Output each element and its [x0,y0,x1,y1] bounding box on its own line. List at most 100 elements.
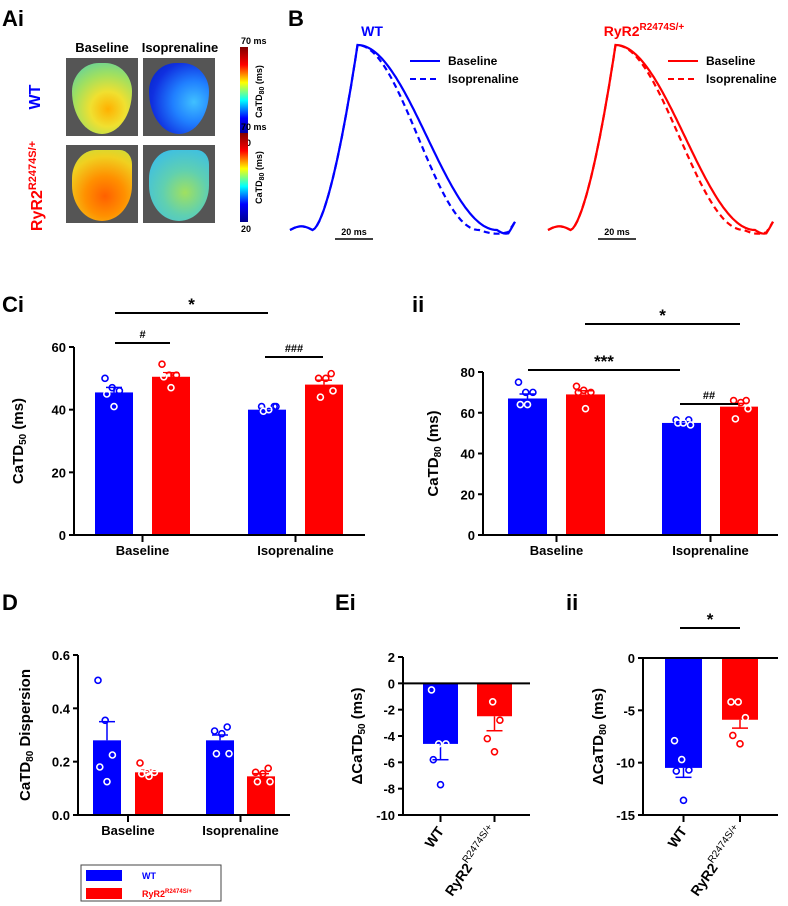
x-tick-label-Eii: WT [664,823,690,850]
data-point-D [251,768,260,777]
colorbar-max-label: 70 ms [241,36,267,46]
y-tick-label-Eii: -10 [616,756,635,771]
data-point-Eii [685,766,693,774]
data-point-Cii [521,388,530,397]
x-tick-label-D: Isoprenaline [202,823,279,838]
data-point-Eii [679,796,688,805]
significance-label-Cii: *** [594,352,614,371]
col-header-baseline: Baseline [75,40,128,55]
y-axis-label-Ci: CaTD50 (ms) [10,398,29,484]
trace-legend-isoprenaline: Isoprenaline [448,72,519,86]
data-point-Eii [734,698,743,706]
y-tick-label-Ei: -4 [383,729,395,744]
data-point-D [225,749,233,758]
panel-label-ci: Ci [2,292,24,317]
data-point-Cii [587,388,595,397]
data-point-Ci [160,372,168,381]
trace-legend-baseline: Baseline [706,54,756,68]
y-axis-label-D: CaTD80 Dispersion [17,669,36,801]
x-tick-label-Ci: Baseline [116,543,169,558]
y-tick-label-Ei: -2 [383,703,395,718]
bar-Eii-wt-0 [665,658,702,768]
y-tick-label-Ci: 20 [52,465,66,480]
y-tick-label-Cii: 80 [461,365,475,380]
colorbar-min-label: 20 [241,224,251,234]
panel-label-eii: ii [566,590,578,615]
x-tick-label-Cii: Baseline [530,543,583,558]
data-point-Ci [259,407,268,416]
data-point-Ci [110,402,118,411]
data-point-Ci [321,374,330,383]
bar-Ei-wt-0 [423,683,458,744]
data-point-Cii [744,404,752,413]
data-point-Cii [529,388,537,397]
data-point-Ci [158,360,166,369]
colorbar [240,133,248,222]
y-axis-label-Eii: ΔCaTD80 (ms) [590,688,609,785]
panel-label-cii: ii [412,292,424,317]
col-header-isoprenaline: Isoprenaline [142,40,219,55]
data-point-Ei [434,740,443,748]
y-tick-label-Ei: 0 [388,676,395,691]
data-point-Ci [108,383,116,392]
data-point-Cii [514,378,523,386]
colorbar-title: CaTD80 (ms) [254,65,266,118]
data-point-Eii [727,698,735,706]
bar-Ci-wt-1 [248,409,286,535]
trace-legend-baseline: Baseline [448,54,498,68]
data-point-Ci [314,374,323,383]
x-tick-label-Ei: RyR2R2474S/+ [440,822,501,898]
trace-ryr2-baseline [547,43,774,235]
significance-label-Ci: * [188,295,195,314]
scale-bar-label: 20 ms [341,227,367,237]
data-point-Ci [167,383,175,392]
data-point-Ci [329,387,337,395]
data-point-Eii [677,755,686,764]
data-point-Ei [442,740,450,748]
trace-title-ryr2: RyR2R2474S/+ [604,22,685,39]
y-axis-label-Cii: CaTD80 (ms) [425,410,444,496]
y-tick-label-Eii: 0 [628,651,635,666]
data-point-D [223,723,231,731]
y-tick-label-Ci: 40 [52,403,66,418]
trace-wt-baseline [289,43,516,235]
legend-swatch-ryr2 [86,888,122,899]
data-point-D [253,777,262,786]
data-point-D [103,777,111,786]
x-tick-label-Ei: WT [421,823,447,850]
data-point-Ei [496,716,504,725]
panel-label-ei: Ei [335,590,356,615]
data-point-Ci [327,369,336,378]
data-point-D [94,676,102,685]
y-tick-label-D: 0.6 [52,648,70,663]
significance-label-Ci: # [139,329,145,341]
data-point-D [258,769,267,778]
panel-label-b: B [288,6,304,31]
data-point-D [210,727,219,735]
y-tick-label-Cii: 40 [461,447,475,462]
data-point-Ei [429,755,438,764]
significance-label-Cii: * [659,306,666,325]
bar-Ci-ryr2-0 [152,376,190,535]
data-point-Ei [488,697,497,706]
data-point-Eii [672,767,681,775]
heatmap-wt-isoprenaline [143,58,215,136]
data-point-Ei [436,780,445,789]
data-point-Cii [674,419,682,427]
y-tick-label-Eii: -15 [616,808,635,823]
data-point-Cii [574,388,583,397]
panel-label-d: D [2,590,18,615]
data-point-Ci [115,387,124,395]
data-point-Cii [581,404,590,413]
y-tick-label-D: 0.0 [52,808,70,823]
legend-label-ryr2: RyR2R2474S/+ [142,889,192,899]
x-tick-label-Eii: RyR2R2474S/+ [686,822,747,898]
trace-ryr2-isoprenaline [547,43,774,235]
scale-bar-label: 20 ms [604,227,630,237]
colorbar-title: CaTD80 (ms) [254,151,266,204]
bar-Cii-wt-0 [508,398,547,535]
data-point-Ei [483,734,492,743]
significance-label-Eii: * [707,610,714,629]
